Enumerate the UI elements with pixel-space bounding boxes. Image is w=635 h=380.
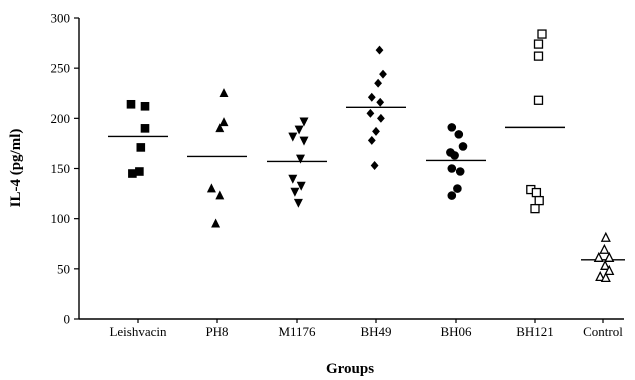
group-mean-lines [108, 106, 625, 261]
x-tick-label: Leishvacin [109, 324, 167, 339]
data-point [290, 187, 300, 197]
data-point [458, 142, 468, 151]
data-point [296, 181, 306, 191]
data-point [447, 164, 457, 173]
data-point [533, 51, 544, 61]
x-tick-label: BH121 [516, 324, 554, 339]
data-point [126, 99, 136, 109]
data-point [447, 123, 457, 132]
y-ticks: 0 50 100 150 200 250 300 [51, 11, 79, 327]
data-point [447, 191, 457, 200]
data-point [215, 190, 225, 200]
data-point [600, 259, 611, 270]
data-point [531, 187, 542, 198]
data-point [530, 203, 540, 214]
data-point [537, 29, 547, 39]
y-tick-label: 200 [51, 111, 71, 126]
data-point [219, 88, 229, 98]
x-tick-label: BH49 [360, 324, 391, 339]
data-point [534, 195, 544, 206]
y-tick-label: 50 [57, 261, 70, 276]
y-tick-label: 250 [51, 61, 71, 76]
data-point [533, 95, 544, 105]
data-point [367, 92, 376, 102]
data-point [294, 125, 304, 135]
y-tick-label: 100 [51, 211, 71, 226]
data-point [288, 132, 298, 142]
data-point [372, 126, 380, 136]
data-point [374, 78, 382, 88]
data-point [599, 243, 610, 254]
y-axis-title: IL-4 (pg/ml) [8, 129, 24, 208]
data-point [450, 151, 459, 160]
x-axis-title: Groups [326, 361, 374, 377]
data-point [600, 271, 611, 283]
data-point [136, 143, 146, 152]
data-points [126, 29, 615, 283]
data-point [595, 270, 606, 282]
data-point [140, 101, 150, 111]
data-point [593, 251, 604, 262]
axes [78, 18, 624, 320]
y-tick-label: 0 [64, 312, 71, 327]
x-tick-label: PH8 [205, 324, 228, 339]
x-tick-label: BH06 [440, 324, 472, 339]
x-ticks: Leishvacin PH8 M1176 BH49 BH06 BH121 Control [109, 319, 623, 339]
data-point [604, 264, 615, 275]
data-point [376, 97, 385, 107]
data-point [296, 154, 305, 164]
data-point [455, 167, 465, 176]
data-point [533, 39, 544, 49]
x-tick-label: M1176 [278, 324, 316, 339]
data-point [453, 184, 462, 193]
data-point [377, 113, 385, 123]
data-point [206, 183, 216, 193]
data-point [299, 117, 309, 127]
data-point [293, 198, 303, 208]
data-point [288, 174, 298, 184]
data-point [454, 130, 464, 139]
y-tick-label: 150 [51, 161, 71, 176]
data-point [215, 123, 225, 133]
data-point [219, 117, 229, 127]
data-point [135, 167, 144, 176]
data-point [375, 45, 384, 55]
y-tick-label: 300 [51, 11, 71, 26]
data-point [604, 251, 615, 262]
data-point [366, 108, 375, 118]
x-tick-label: Control [583, 324, 623, 339]
data-point [299, 136, 309, 146]
data-point [367, 135, 376, 145]
data-point [379, 69, 387, 79]
data-point [370, 161, 379, 170]
data-point [211, 218, 221, 228]
data-point [140, 124, 150, 133]
data-point [600, 231, 611, 242]
